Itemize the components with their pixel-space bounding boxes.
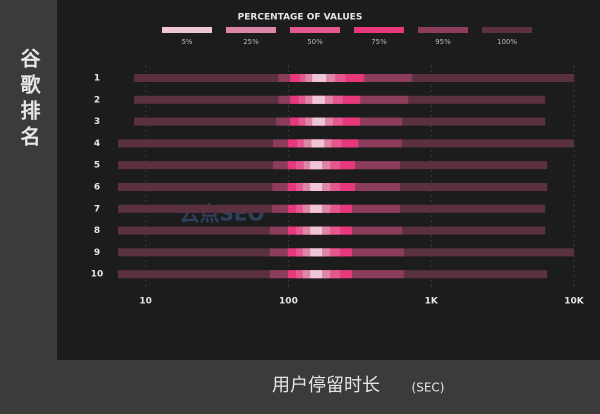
legend-label: 25%: [243, 38, 259, 46]
legend-swatch: [482, 27, 532, 33]
range-bar: [312, 95, 325, 104]
range-bar: [311, 139, 325, 148]
side-panel: [0, 0, 57, 414]
range-bar: [310, 270, 323, 279]
y-tick-label: 6: [94, 183, 100, 193]
legend-swatch: [226, 27, 276, 33]
legend-label: 95%: [435, 38, 451, 46]
y-tick-label: 5: [94, 161, 100, 171]
x-tick-label: 100: [279, 297, 298, 307]
range-bar: [310, 248, 323, 257]
x-tick-label: 10K: [564, 297, 585, 307]
legend-swatch: [354, 27, 404, 33]
legend-swatch: [418, 27, 468, 33]
legend-label: 50%: [307, 38, 323, 46]
range-bar: [310, 204, 323, 213]
y-tick-label: 3: [94, 117, 100, 127]
y-tick-label: 7: [94, 204, 100, 214]
range-bar: [312, 117, 325, 126]
y-tick-label: 2: [94, 95, 100, 105]
y-axis-label-text: 谷歌排名: [17, 48, 41, 152]
y-tick-label: 8: [94, 226, 100, 236]
y-axis-label: 谷歌排名: [17, 48, 41, 152]
range-bar: [310, 161, 323, 170]
y-tick-label: 9: [94, 248, 100, 258]
y-tick-label: 1: [94, 74, 100, 84]
legend-label: 100%: [497, 38, 517, 46]
legend-label: 5%: [181, 38, 192, 46]
x-tick-label: 1K: [425, 297, 439, 307]
x-tick-label: 10: [139, 297, 152, 307]
x-axis-unit: (SEC): [412, 381, 445, 395]
legend-label: 75%: [371, 38, 387, 46]
range-bar: [310, 226, 323, 235]
bottom-panel: [57, 360, 600, 414]
legend-swatch: [290, 27, 340, 33]
range-bar: [310, 183, 323, 191]
x-axis-label: 用户停留时长: [272, 375, 380, 396]
legend-title: PERCENTAGE OF VALUES: [238, 13, 363, 23]
y-tick-label: 4: [94, 139, 100, 149]
range-bar: [312, 74, 327, 82]
y-tick-label: 10: [91, 270, 104, 280]
legend-swatch: [162, 27, 212, 33]
